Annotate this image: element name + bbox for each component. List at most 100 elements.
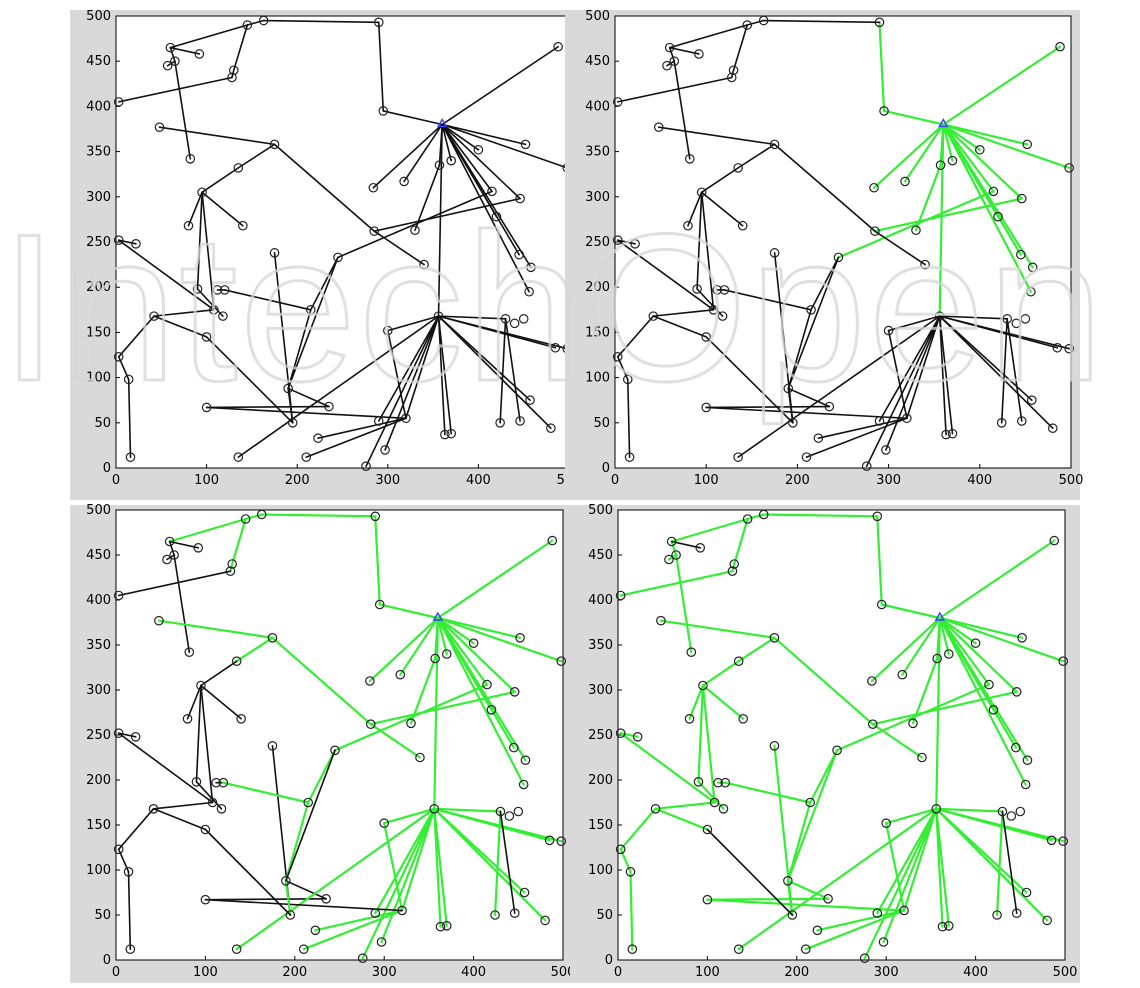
y-tick-label: 500 xyxy=(588,503,613,518)
edge xyxy=(384,315,440,451)
node xyxy=(303,797,314,808)
node xyxy=(833,252,844,263)
edge-highlight xyxy=(333,683,489,752)
node xyxy=(201,402,212,413)
node xyxy=(627,944,638,954)
node xyxy=(553,41,563,52)
node xyxy=(125,452,136,462)
node xyxy=(937,921,948,932)
edge xyxy=(441,45,559,126)
node xyxy=(486,704,497,715)
node xyxy=(281,875,291,886)
node xyxy=(228,65,239,76)
y-tick-label: 50 xyxy=(94,416,111,431)
edge xyxy=(906,315,941,420)
edge xyxy=(287,387,294,424)
x-tick-label: 200 xyxy=(285,473,310,488)
edge-highlight xyxy=(436,616,525,786)
node xyxy=(932,653,942,664)
source-node-marker xyxy=(938,118,949,128)
edge xyxy=(885,315,941,451)
edge-highlight xyxy=(938,616,1017,749)
node xyxy=(520,755,531,765)
y-tick-label: 250 xyxy=(585,235,610,250)
edge xyxy=(887,315,941,332)
edge xyxy=(169,24,249,49)
edge xyxy=(195,780,223,810)
node xyxy=(625,866,636,877)
edge xyxy=(810,256,840,311)
node xyxy=(1026,395,1037,405)
edge xyxy=(117,807,155,851)
node xyxy=(382,325,393,336)
edge xyxy=(865,315,941,467)
edge xyxy=(196,288,224,317)
node xyxy=(708,304,719,315)
node xyxy=(113,352,124,362)
node xyxy=(612,235,623,245)
node xyxy=(440,429,450,440)
node xyxy=(664,42,675,53)
edge-highlight xyxy=(697,684,705,783)
chart-panel-3: 0 100 200 300 400 500 0 50 100 150 200 250 300 350 400… xyxy=(70,503,575,983)
edge xyxy=(762,19,881,24)
node xyxy=(874,17,885,28)
node xyxy=(984,679,994,690)
edge-highlight xyxy=(809,749,839,804)
node xyxy=(227,72,237,83)
node xyxy=(1006,811,1017,821)
edge xyxy=(773,143,876,232)
node xyxy=(861,461,872,471)
node xyxy=(805,797,816,808)
y-tick-label: 0 xyxy=(103,461,111,476)
edge-highlight xyxy=(302,909,404,951)
x-tick-label: 100 xyxy=(695,965,720,980)
edge-highlight xyxy=(938,616,1018,693)
edge-highlight xyxy=(619,732,716,804)
node xyxy=(911,225,921,236)
edge xyxy=(938,315,947,436)
edge xyxy=(437,315,453,435)
edge xyxy=(441,123,521,200)
edge xyxy=(705,336,794,424)
x-tick-label: 400 xyxy=(963,965,988,980)
edge-highlight xyxy=(816,909,906,932)
node xyxy=(556,836,567,846)
edge xyxy=(787,387,794,424)
node xyxy=(283,383,293,394)
chart-panel-1: 0 100 200 300 400 500 0 50 100 150 200 250 300 350 400… xyxy=(70,9,581,500)
edge xyxy=(437,315,552,430)
node xyxy=(212,285,223,295)
node xyxy=(728,65,739,76)
node xyxy=(1021,887,1032,898)
edge-highlight xyxy=(433,807,547,922)
edge xyxy=(787,387,831,408)
y-tick-label: 300 xyxy=(585,190,610,205)
node xyxy=(379,818,389,828)
node xyxy=(1016,416,1027,426)
x-tick-label: 0 xyxy=(112,473,120,488)
node xyxy=(154,615,164,626)
node xyxy=(415,752,425,763)
node xyxy=(1064,343,1074,354)
node xyxy=(500,314,511,324)
node xyxy=(897,669,908,680)
node xyxy=(718,803,729,814)
node xyxy=(701,402,711,413)
edge-highlight xyxy=(433,807,502,813)
node xyxy=(662,60,672,71)
node xyxy=(301,452,312,462)
node xyxy=(719,285,730,295)
edge-highlight xyxy=(938,616,1024,639)
node xyxy=(495,417,505,428)
y-tick-label: 150 xyxy=(588,818,613,833)
edge-highlight xyxy=(307,749,337,804)
edge xyxy=(117,570,232,597)
node xyxy=(694,49,704,59)
y-tick-label: 250 xyxy=(86,235,111,250)
edge xyxy=(373,230,425,266)
x-tick-label: 300 xyxy=(876,473,901,488)
edge xyxy=(246,19,265,26)
